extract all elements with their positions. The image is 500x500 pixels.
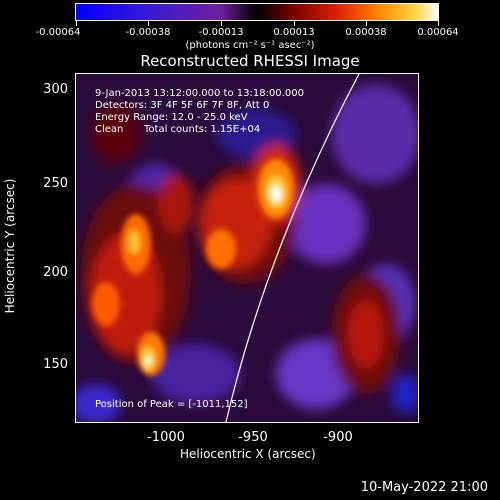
info-counts: Total counts: 1.15E+04 [144,124,261,135]
x-axis-label: Heliocentric X (arcsec) [180,447,316,461]
colorbar-tick-label: -0.00038 [125,27,171,38]
info-energy: Energy Range: 12.0 - 25.0 keV [95,112,248,123]
y-tick-label: 150 [43,357,68,372]
y-tick-label: 300 [43,82,68,97]
rhessi-image [76,74,418,422]
x-tick-label: -900 [323,430,353,445]
colorbar-tick-label: 0.00013 [273,27,315,38]
y-tick-label: 200 [43,265,68,280]
colorbar-tick-label: -0.00064 [35,27,81,38]
colorbar-tick-label: 0.00064 [417,27,459,38]
info-method: Clean [95,124,124,135]
colorbar-gradient [76,4,438,20]
y-tick-label: 250 [43,176,68,191]
colorbar-tick [221,21,222,26]
colorbar-tick-label: -0.00013 [198,27,244,38]
image-plot: 9-Jan-2013 13:12:00.000 to 13:18:00.000 … [75,73,419,423]
x-tick-label: -950 [238,430,268,445]
info-detectors: Detectors: 3F 4F 5F 6F 7F 8F, Att 0 [95,100,270,111]
info-peak-position: Position of Peak = [-1011,152] [95,399,248,410]
colorbar-tick [438,21,439,26]
colorbar-units: (photons cm⁻² s⁻¹ asec⁻²) [185,40,315,51]
y-axis-label: Heliocentric Y (arcsec) [3,178,17,314]
x-tick-label: -1000 [147,430,185,445]
plot-title: Reconstructed RHESSI Image [140,52,360,70]
colorbar-tick-label: 0.00038 [345,27,387,38]
colorbar-tick [76,21,77,26]
info-time-range: 9-Jan-2013 13:12:00.000 to 13:18:00.000 [95,88,304,99]
colorbar-tick [148,21,149,26]
colorbar-tick [294,21,295,26]
timestamp: 10-May-2022 21:00 [360,480,488,495]
colorbar [75,3,439,21]
colorbar-tick [366,21,367,26]
